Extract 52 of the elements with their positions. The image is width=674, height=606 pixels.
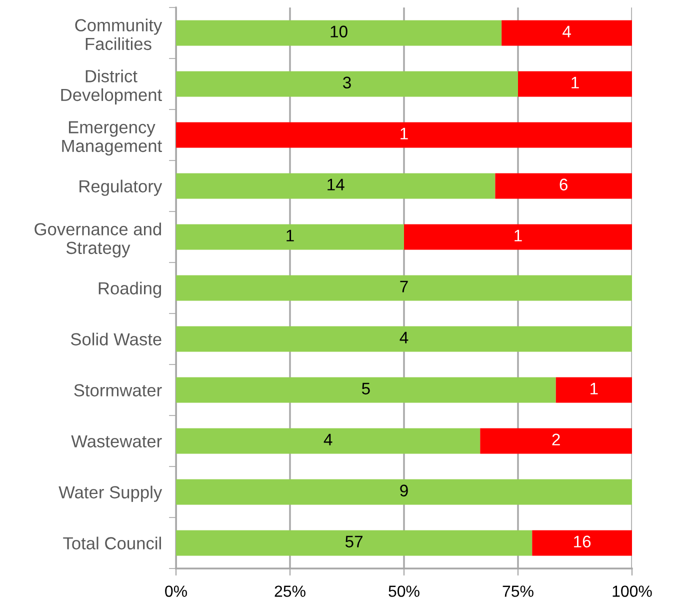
y-tick-label: Total Council	[63, 536, 161, 550]
annotation: 10	[330, 26, 348, 38]
bar	[176, 275, 632, 301]
annotation: 2	[552, 434, 560, 446]
bar	[176, 530, 532, 556]
annotation: 3	[343, 76, 351, 88]
bar	[176, 20, 502, 46]
bar	[176, 326, 632, 352]
bar	[502, 20, 632, 46]
y-tick-label: Roading	[98, 282, 161, 298]
annotation: 1	[400, 128, 408, 140]
x-tick-label: 25%	[274, 586, 306, 597]
y-tick-label: Stormwater	[74, 384, 162, 396]
annotation: 4	[400, 332, 408, 344]
annotation: 1	[514, 230, 522, 242]
y-tick-label: District Development	[61, 70, 162, 104]
y-tick-label: Regulatory	[80, 180, 162, 196]
y-tick-label: Solid Waste	[70, 332, 162, 346]
annotation: 1	[590, 382, 598, 394]
bar	[404, 224, 632, 250]
y-tick-label: Governance and Strategy	[34, 222, 162, 258]
annotation: 1	[572, 76, 579, 88]
annotation: 6	[560, 178, 568, 190]
x-tick-label: 0%	[165, 586, 187, 597]
y-tick-label: Wastewater	[71, 435, 162, 448]
annotation: 16	[574, 536, 591, 548]
annotation: 14	[328, 178, 344, 190]
annotation: 9	[400, 484, 408, 496]
x-tick-label: 75%	[502, 586, 534, 597]
annotation: 4	[562, 26, 571, 38]
annotation: 7	[400, 280, 408, 292]
bar	[176, 377, 556, 403]
bar	[480, 428, 632, 454]
bar	[176, 224, 404, 250]
bar	[176, 173, 496, 199]
annotation: 5	[362, 382, 370, 394]
bar	[495, 173, 632, 199]
bar	[176, 71, 518, 97]
bar	[556, 377, 632, 403]
y-tick-label: Emergency Management	[62, 121, 162, 156]
annotation: 57	[345, 536, 362, 548]
bar	[518, 71, 632, 97]
bar	[176, 428, 480, 454]
y-tick-label: Water Supply	[58, 486, 162, 502]
annotation: 4	[324, 434, 332, 446]
bar	[532, 530, 632, 556]
annotation: 1	[286, 230, 294, 242]
bar	[176, 479, 632, 505]
y-tick-label: Community Facilities	[75, 18, 162, 50]
x-tick-label: 100%	[612, 586, 652, 597]
x-tick-label: 50%	[388, 586, 420, 597]
bar	[176, 122, 632, 148]
